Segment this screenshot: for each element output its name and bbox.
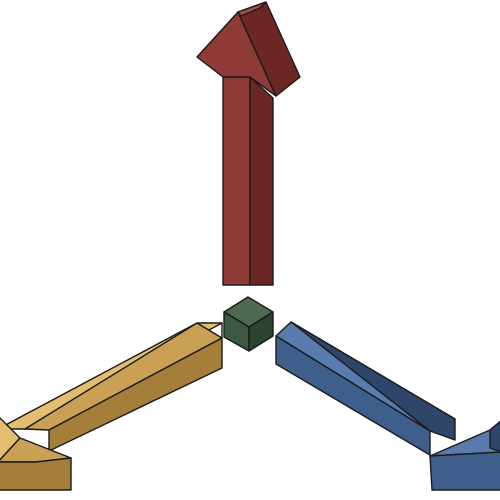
right-axis-arrow — [275, 321, 500, 491]
origin-cube-right-face — [248, 311, 274, 352]
vertical-axis-shaft-front — [222, 76, 251, 286]
left-axis-arrow — [0, 322, 223, 491]
right-axis-head-side — [489, 420, 500, 453]
vertical-axis-shaft-side — [249, 76, 274, 286]
right-axis-shaft-side — [290, 321, 456, 441]
right-axis-head-front — [429, 451, 500, 491]
origin-cube — [223, 296, 274, 352]
right-axis-shaft-front — [275, 335, 431, 456]
left-axis-head-side — [0, 457, 72, 491]
vertical-axis-arrow — [196, 1, 301, 286]
vertical-axis-head-front — [196, 11, 277, 97]
vertical-axis-head-top — [237, 1, 267, 17]
